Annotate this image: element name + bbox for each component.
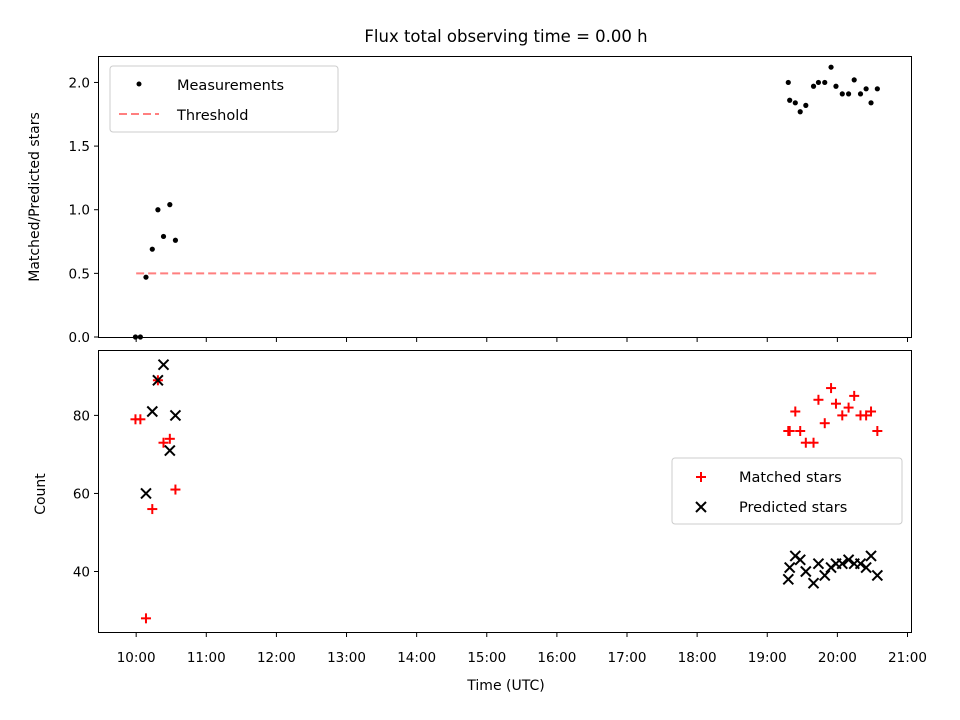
matched-star-point [849, 390, 860, 401]
legend-measurements-label: Measurements [177, 78, 284, 94]
measurement-point [868, 100, 874, 106]
matched-star-point [837, 410, 848, 421]
matched-star-point [147, 504, 158, 515]
measurement-point [167, 202, 173, 208]
x-tick-label: 10:00 [117, 650, 156, 666]
x-tick-label: 12:00 [257, 650, 296, 666]
x-axis-label: Time (UTC) [466, 678, 544, 694]
x-tick-label: 14:00 [397, 650, 436, 666]
measurement-point [863, 86, 869, 92]
predicted-star-point [865, 550, 877, 562]
measurement-point [851, 77, 857, 83]
matched-star-point [135, 414, 146, 425]
predicted-star-point [782, 573, 794, 586]
matched-star-point [843, 402, 854, 413]
bottom-legend: Matched stars Predicted stars [671, 457, 903, 525]
top-panel: 0.00.51.01.52.0 Matched/Predicted stars … [27, 56, 912, 346]
chart-title: Flux total observing time = 0.00 h [364, 27, 647, 46]
legend-predicted-marker [695, 501, 707, 513]
predicted-star-point [164, 444, 176, 457]
x-tick-label: 21:00 [888, 650, 927, 666]
measurement-point [160, 233, 167, 240]
legend-matched-marker [696, 472, 706, 482]
predicted-star-point [169, 409, 182, 422]
top-y-tick-label: 1.0 [69, 203, 90, 219]
top-y-axis-label: Matched/Predicted stars [27, 112, 43, 282]
predicted-star-point [152, 374, 164, 386]
bottom-y-tick-label: 40 [73, 565, 90, 581]
matched-star-point [830, 398, 841, 409]
matched-star-point [784, 426, 795, 437]
x-tick-label: 17:00 [608, 650, 647, 666]
measurement-point [833, 83, 839, 89]
predicted-star-point [783, 561, 796, 574]
matched-star-point [819, 418, 830, 429]
legend-matched-label: Matched stars [739, 470, 842, 486]
matched-star-point [808, 437, 819, 448]
measurement-point [143, 274, 149, 280]
measurement-point [874, 86, 880, 92]
matched-star-point [170, 484, 181, 495]
bottom-y-tick-label: 80 [73, 408, 90, 424]
measurement-point [857, 91, 864, 97]
predicted-star-point [794, 554, 806, 566]
measurement-point [797, 109, 803, 115]
x-tick-label: 11:00 [187, 650, 226, 666]
measurement-point [822, 79, 828, 86]
x-tick-label: 16:00 [537, 650, 576, 666]
measurement-point [792, 100, 798, 106]
legend-threshold-label: Threshold [176, 108, 248, 124]
legend-predicted-label: Predicted stars [739, 500, 847, 516]
top-legend: Measurements Threshold [109, 65, 339, 133]
measurement-point [839, 91, 845, 97]
predicted-star-point [140, 487, 152, 500]
x-tick-label: 20:00 [818, 650, 857, 666]
matched-star-point [826, 383, 837, 394]
legend-measurements-marker [136, 81, 142, 87]
top-y-tick-label: 0.5 [69, 266, 90, 282]
matched-star-point [813, 394, 824, 405]
matched-star-point [164, 433, 175, 444]
measurement-point [845, 91, 852, 97]
predicted-star-point [812, 557, 825, 570]
predicted-star-point [842, 554, 855, 566]
top-y-tick-label: 1.5 [69, 139, 90, 155]
predicted-star-point [860, 561, 872, 574]
measurement-point [815, 79, 822, 86]
top-y-tick-label: 2.0 [69, 75, 90, 91]
predicted-star-point [854, 557, 867, 570]
measurement-point [828, 64, 834, 70]
measurement-point [172, 237, 179, 243]
predicted-star-point [800, 565, 812, 578]
matched-star-point [866, 406, 877, 417]
bottom-y-axis-label: Count [33, 473, 49, 515]
predicted-star-point [836, 557, 848, 570]
measurement-point [149, 246, 155, 252]
predicted-star-point [871, 569, 884, 582]
matched-star-point [140, 613, 151, 624]
x-tick-label: 15:00 [467, 650, 506, 666]
measurement-point [810, 83, 817, 89]
matched-star-point [158, 437, 169, 448]
predicted-star-point [146, 405, 158, 418]
top-y-tick-label: 0.0 [69, 330, 90, 346]
predicted-star-point [819, 569, 831, 582]
x-tick-label: 13:00 [327, 650, 366, 666]
matched-star-point [872, 426, 883, 437]
measurement-point [787, 97, 793, 103]
x-tick-label: 18:00 [678, 650, 717, 666]
bottom-y-tick-label: 60 [73, 486, 90, 502]
matched-star-point [795, 426, 806, 437]
predicted-star-point [157, 358, 170, 371]
x-tick-label: 19:00 [748, 650, 787, 666]
matched-star-point [790, 406, 801, 417]
measurement-point [155, 207, 161, 213]
predicted-star-point [807, 577, 820, 589]
bottom-panel: 10:00 11:00 12:00 13:00 14:00 15:00 16:00 17:00… [33, 350, 927, 666]
measurement-point [803, 102, 809, 108]
measurement-point [785, 79, 791, 86]
